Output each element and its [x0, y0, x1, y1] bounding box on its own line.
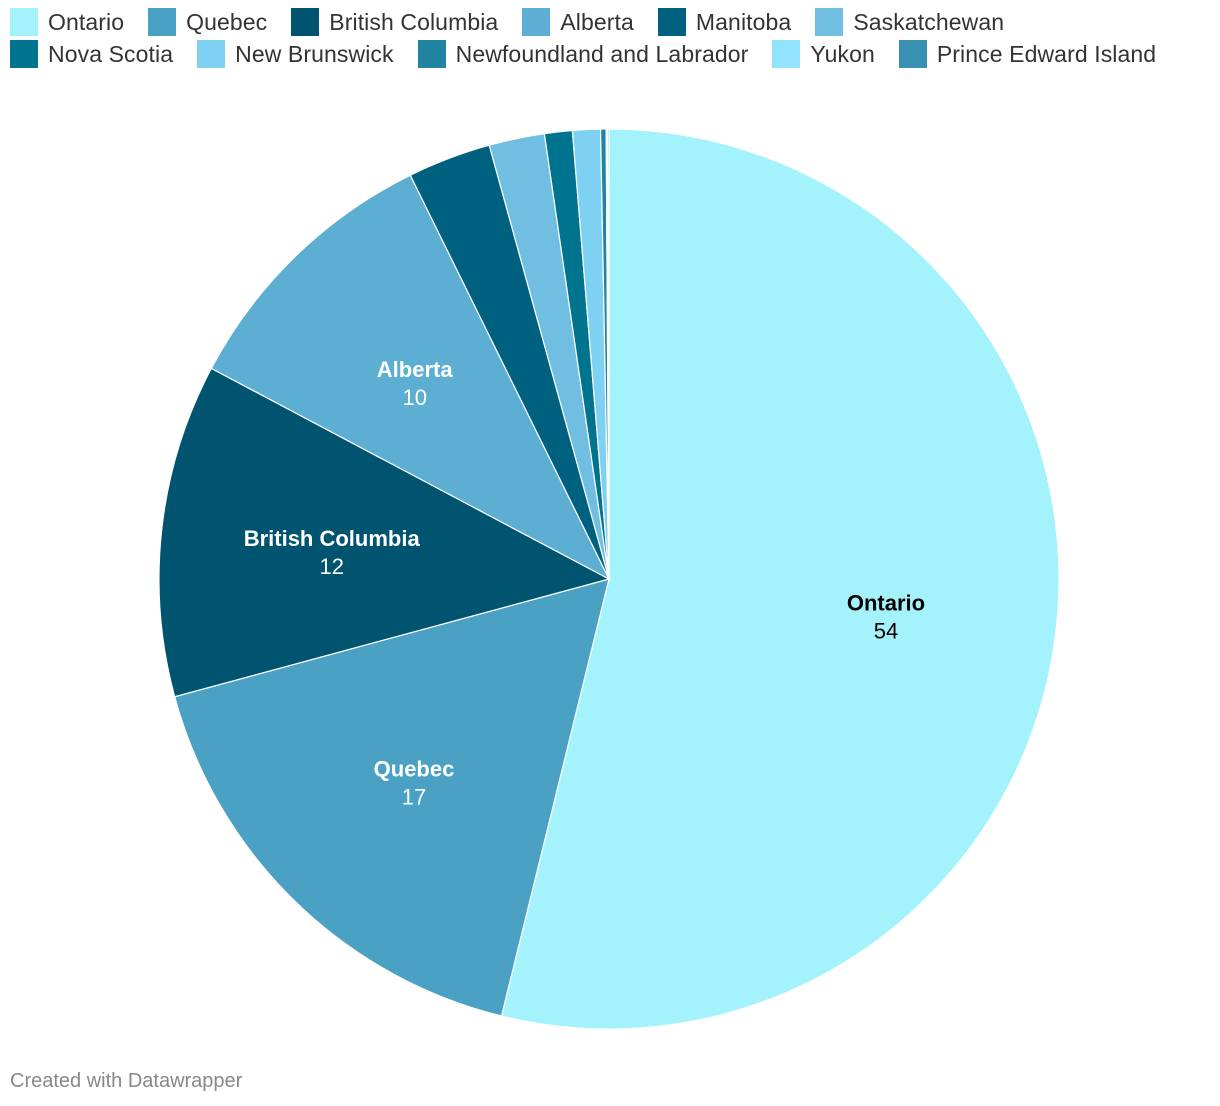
legend-item-newfoundland-and-labrador: Newfoundland and Labrador — [417, 40, 749, 68]
pie-slice-quebec[interactable] — [173, 578, 610, 1017]
legend-row: Ontario Quebec British Columbia Alberta Mani… — [10, 6, 1210, 38]
legend-swatch — [291, 8, 320, 36]
legend-item-quebec: Quebec — [148, 8, 267, 36]
legend-item-manitoba: Manitoba — [657, 8, 792, 36]
slice-label-ontario: Ontario — [847, 591, 925, 616]
slice-label-quebec: Quebec — [374, 757, 455, 782]
legend-label: Yukon — [810, 40, 875, 67]
slice-label-british-columbia: British Columbia — [244, 526, 421, 551]
slice-value-quebec: 17 — [402, 785, 426, 810]
legend-swatch — [772, 40, 801, 68]
legend-item-saskatchewan: Saskatchewan — [815, 8, 1004, 36]
legend-swatch — [148, 8, 177, 36]
legend-swatch — [522, 8, 551, 36]
slice-value-ontario: 54 — [874, 619, 898, 644]
legend-row: Nova Scotia New Brunswick Newfoundland and… — [10, 38, 1210, 70]
slice-label-alberta: Alberta — [377, 357, 454, 382]
legend-label: Manitoba — [695, 8, 792, 35]
legend-label: British Columbia — [329, 8, 499, 35]
legend-label: Alberta — [560, 8, 634, 35]
pie-slice-prince-edward-island[interactable] — [606, 128, 610, 580]
legend-swatch — [657, 8, 686, 36]
legend-item-british-columbia: British Columbia — [291, 8, 498, 36]
chart-legend: Ontario Quebec British Columbia Alberta Mani… — [10, 6, 1210, 70]
legend-swatch — [197, 40, 226, 68]
legend-swatch — [815, 8, 844, 36]
pie-slice-british-columbia[interactable] — [158, 367, 611, 698]
legend-label: Prince Edward Island — [936, 40, 1157, 67]
legend-swatch — [10, 8, 38, 36]
legend-item-alberta: Alberta — [522, 8, 634, 36]
legend-swatch — [898, 40, 927, 68]
legend-item-new-brunswick: New Brunswick — [197, 40, 394, 68]
legend-label: Ontario — [48, 8, 125, 35]
legend-swatch — [10, 40, 38, 68]
legend-swatch — [417, 40, 446, 68]
pie-slice-ontario[interactable] — [500, 128, 1060, 1030]
legend-label: Newfoundland and Labrador — [455, 40, 749, 67]
legend-item-yukon: Yukon — [772, 40, 875, 68]
legend-label: Quebec — [186, 8, 268, 35]
legend-item-ontario: Ontario — [10, 8, 124, 36]
legend-item-nova-scotia: Nova Scotia — [10, 40, 173, 68]
legend-label: New Brunswick — [235, 40, 394, 67]
legend-label: Nova Scotia — [48, 40, 174, 67]
pie-slice-alberta[interactable] — [210, 174, 611, 581]
slice-value-british-columbia: 12 — [319, 554, 343, 579]
legend-label: Saskatchewan — [853, 8, 1005, 35]
slice-value-alberta: 10 — [402, 385, 426, 410]
datawrapper-credit[interactable]: Created with Datawrapper — [10, 1070, 243, 1092]
legend-item-prince-edward-island: Prince Edward Island — [898, 40, 1157, 68]
